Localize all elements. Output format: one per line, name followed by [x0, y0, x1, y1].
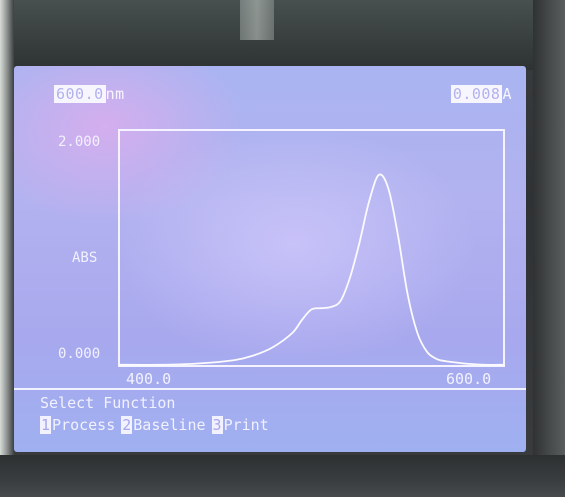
plot-frame — [118, 129, 505, 367]
lcd-screen: 600.0 nm 0.008 A 2.000 ABS 0.000 400.0 600… — [14, 66, 526, 452]
y-tick-label-min: 0.000 — [58, 346, 101, 362]
spectrum-line — [118, 173, 505, 366]
device-bezel-bottom — [0, 455, 565, 497]
menu-item-print[interactable]: 3 Print — [211, 416, 269, 434]
menu-key-1: 1 — [40, 416, 52, 434]
device-bezel-left — [0, 0, 14, 497]
wavelength-value: 600.0 — [54, 85, 106, 103]
menu-title: Select Function — [40, 394, 176, 412]
wavelength-unit: nm — [105, 85, 125, 103]
function-menu: 1 Process 2 Baseline 3 Print — [40, 416, 269, 434]
y-tick-label-max: 2.000 — [58, 134, 101, 150]
device-bezel-right — [533, 0, 565, 497]
x-tick-label-max: 600.0 — [446, 370, 492, 388]
menu-label-baseline: Baseline — [133, 416, 206, 434]
spectrum-plot — [118, 129, 505, 367]
y-axis-label: ABS — [72, 250, 98, 266]
device-clip — [240, 0, 274, 40]
menu-label-process: Process — [52, 416, 116, 434]
device-bezel-top — [0, 0, 565, 70]
wavelength-readout: 600.0 nm — [54, 85, 125, 103]
menu-label-print: Print — [223, 416, 269, 434]
absorbance-value: 0.008 — [450, 85, 503, 103]
x-tick-label-min: 400.0 — [126, 370, 172, 388]
menu-item-baseline[interactable]: 2 Baseline — [121, 416, 206, 434]
absorbance-readout: 0.008 A — [450, 85, 512, 103]
menu-key-3: 3 — [211, 416, 223, 434]
absorbance-unit: A — [502, 85, 512, 103]
menu-key-2: 2 — [121, 416, 133, 434]
menu-divider — [14, 388, 526, 390]
menu-item-process[interactable]: 1 Process — [40, 416, 115, 434]
